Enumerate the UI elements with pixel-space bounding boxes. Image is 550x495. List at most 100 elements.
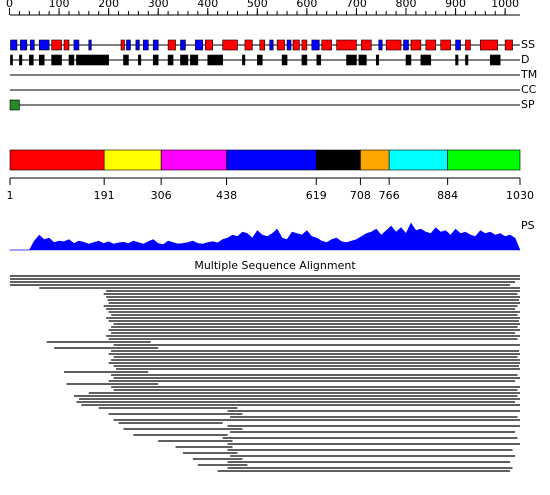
track-segment (425, 39, 437, 51)
track-segment (88, 39, 92, 51)
track-segment (292, 39, 300, 51)
track-segment (378, 39, 383, 51)
track-segment (276, 39, 285, 51)
domain (315, 149, 361, 171)
track-segment (152, 39, 159, 51)
track-segment (465, 54, 469, 66)
track-segment (167, 39, 176, 51)
track-segment (358, 54, 367, 66)
track-segment (195, 39, 204, 51)
domain (160, 149, 227, 171)
track-segment (38, 54, 45, 66)
track-segment (361, 39, 372, 51)
track-segment (63, 39, 70, 51)
track-segment (152, 54, 159, 66)
track-segment (180, 39, 186, 51)
track-segment (204, 39, 214, 51)
track-segment (29, 54, 34, 66)
track-segment (301, 39, 308, 51)
track-segment (30, 39, 35, 51)
track-segment (135, 39, 140, 51)
track-segment (286, 39, 292, 51)
boundary-label: 1030 (506, 189, 534, 202)
track-segment (138, 54, 142, 66)
track-segment (73, 39, 80, 51)
boundary-label: 708 (350, 189, 371, 202)
domain (447, 149, 521, 171)
track-segment (143, 39, 149, 51)
track-segment (403, 39, 409, 51)
track-segment (489, 54, 501, 66)
track-segment (420, 54, 432, 66)
track-segment (455, 39, 461, 51)
boundary-label: 619 (306, 189, 327, 202)
track-segment (480, 39, 498, 51)
track-segment (10, 39, 18, 51)
domain (9, 149, 105, 171)
domain (388, 149, 448, 171)
ruler-label: 700 (346, 0, 367, 10)
track-segment (10, 54, 13, 66)
track-segment (259, 39, 266, 51)
track-segment (167, 54, 174, 66)
track-segment (311, 39, 320, 51)
track-segment (281, 54, 288, 66)
ruler-label: 900 (445, 0, 466, 10)
profile-area (9, 222, 521, 251)
ruler-label: 500 (247, 0, 268, 10)
ruler-label: 300 (148, 0, 169, 10)
track-segment (410, 39, 422, 51)
track-segment (38, 39, 50, 51)
alignment-title: Multiple Sequence Alignment (194, 259, 356, 272)
track-label: SP (521, 98, 535, 111)
track-segment (51, 54, 62, 66)
track-segment (336, 39, 357, 51)
ruler-label: 600 (296, 0, 317, 10)
profile-label: PS (521, 219, 535, 232)
track-segment (301, 54, 308, 66)
track-segment (76, 54, 109, 66)
ruler-label: 0 (6, 0, 13, 10)
track-segment (269, 39, 274, 51)
track-segment (207, 54, 223, 66)
track-segment (68, 54, 75, 66)
track-segment (190, 54, 199, 66)
track-segment (180, 54, 189, 66)
track-segment (440, 39, 451, 51)
track-segment (242, 54, 246, 66)
track-segment (316, 54, 322, 66)
boundary-label: 438 (216, 189, 237, 202)
track-segment (385, 39, 402, 51)
domain (103, 149, 162, 171)
track-segment (120, 39, 125, 51)
ruler-label: 400 (197, 0, 218, 10)
track-label: D (521, 53, 529, 66)
track-segment (20, 39, 28, 51)
boundary-label: 306 (151, 189, 172, 202)
ruler-label: 1000 (491, 0, 519, 10)
boundary-label: 191 (94, 189, 115, 202)
ruler-label: 200 (98, 0, 119, 10)
track-segment (455, 54, 459, 66)
track-segment (244, 39, 253, 51)
track-segment (321, 39, 332, 51)
ruler-label: 800 (396, 0, 417, 10)
track-segment (123, 54, 129, 66)
domain (360, 149, 390, 171)
track-segment (504, 39, 513, 51)
track-label: TM (520, 68, 537, 81)
track-label: CC (521, 83, 537, 96)
domain (226, 149, 317, 171)
track-segment (346, 54, 357, 66)
track-segment (257, 54, 263, 66)
track-segment (465, 39, 471, 51)
ruler-label: 100 (49, 0, 70, 10)
track-segment (222, 39, 238, 51)
track-segment (375, 54, 380, 66)
boundary-label: 1 (7, 189, 14, 202)
track-segment (51, 39, 62, 51)
boundary-label: 766 (379, 189, 400, 202)
track-segment (126, 39, 131, 51)
track-segment (19, 54, 23, 66)
